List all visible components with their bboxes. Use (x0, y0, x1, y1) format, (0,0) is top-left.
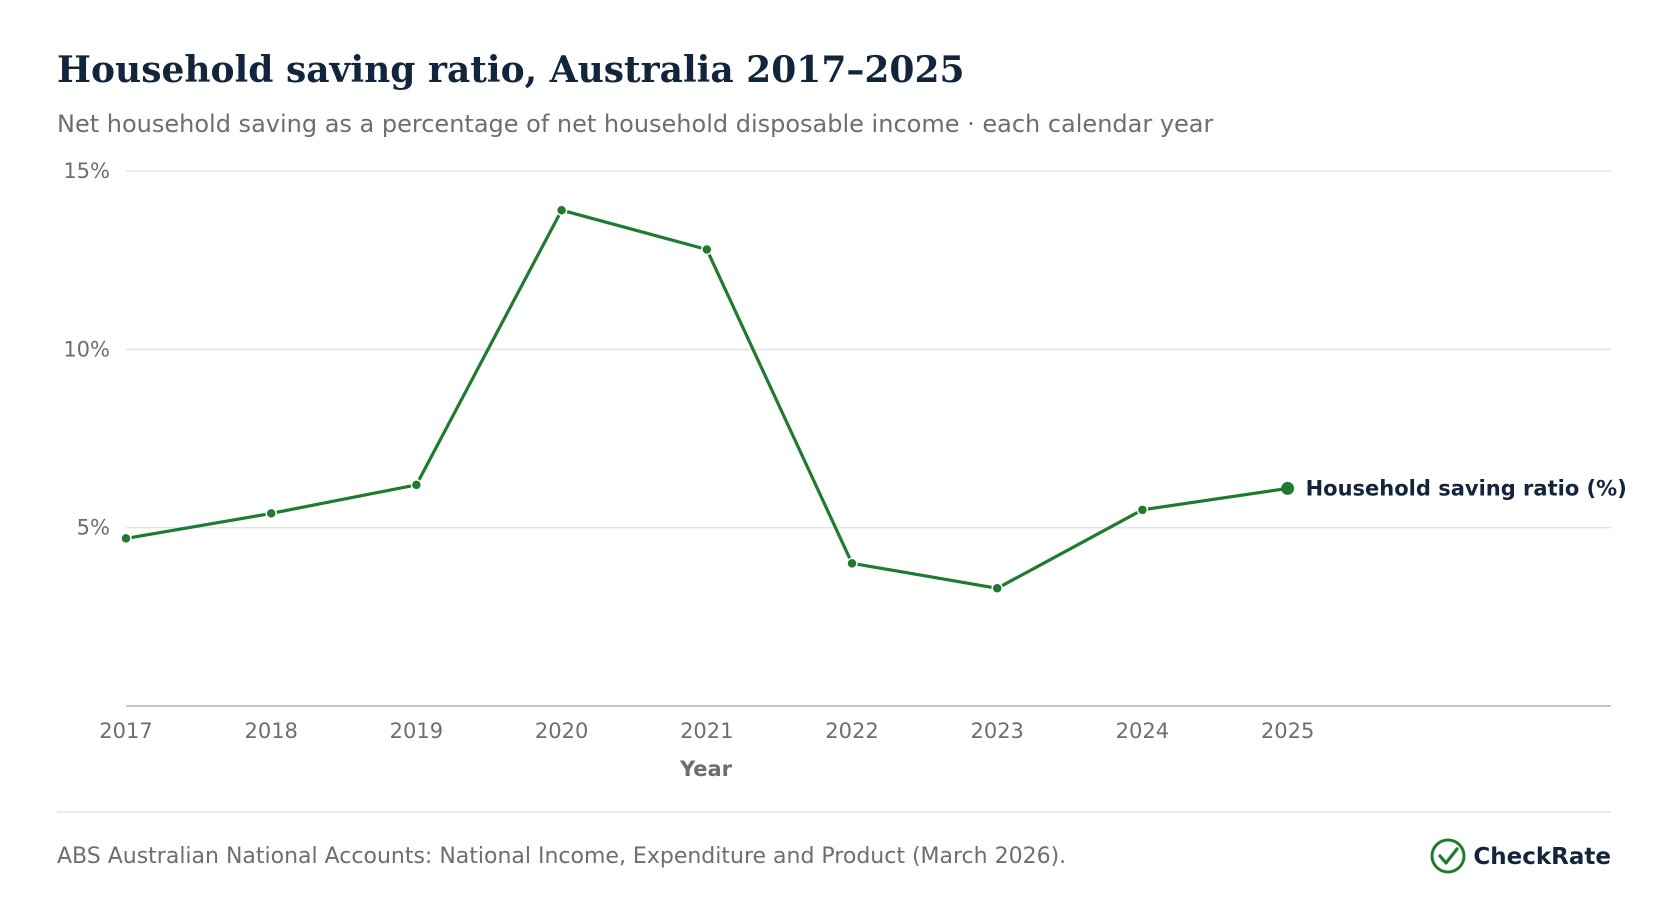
data-point (701, 243, 713, 256)
x-tick-label: 2024 (1116, 719, 1169, 743)
brand-name: CheckRate (1473, 844, 1611, 870)
y-tick-label: 5% (77, 516, 110, 540)
chart-subtitle: Net household saving as a percentage of … (57, 110, 1214, 138)
data-point (1281, 481, 1295, 495)
y-axis-ticks: 5% 10% 15% (63, 159, 110, 540)
data-point (265, 507, 277, 520)
brand-logo: CheckRate (1430, 838, 1611, 874)
data-point (1136, 504, 1149, 516)
data-point (120, 532, 132, 545)
data-point (846, 557, 858, 570)
x-tick-label: 2021 (680, 719, 733, 743)
series-line (124, 208, 1290, 590)
data-point (410, 479, 423, 491)
gridlines (126, 170, 1611, 529)
series-label: Household saving ratio (%) (1306, 476, 1627, 500)
chart-title: Household saving ratio, Australia 2017–2… (57, 49, 965, 91)
x-tick-label: 2017 (99, 719, 152, 743)
x-tick-label: 2022 (825, 719, 878, 743)
x-tick-label: 2025 (1261, 719, 1314, 743)
y-tick-label: 15% (63, 159, 110, 183)
y-tick-label: 10% (63, 337, 110, 361)
x-axis-title: Year (679, 757, 733, 781)
data-point (555, 204, 568, 216)
x-axis-ticks: 2017 2018 2019 2020 2021 2022 2023 2024 2025 (99, 719, 1314, 743)
series-layer: Household saving ratio (%) (120, 204, 1627, 595)
source-note: ABS Australian National Accounts: Nation… (57, 844, 1066, 869)
x-tick-label: 2019 (390, 719, 443, 743)
x-tick-label: 2018 (244, 719, 297, 743)
data-point (991, 582, 1003, 595)
x-tick-label: 2023 (970, 719, 1023, 743)
x-tick-label: 2020 (535, 719, 588, 743)
check-circle-icon (1430, 838, 1466, 874)
